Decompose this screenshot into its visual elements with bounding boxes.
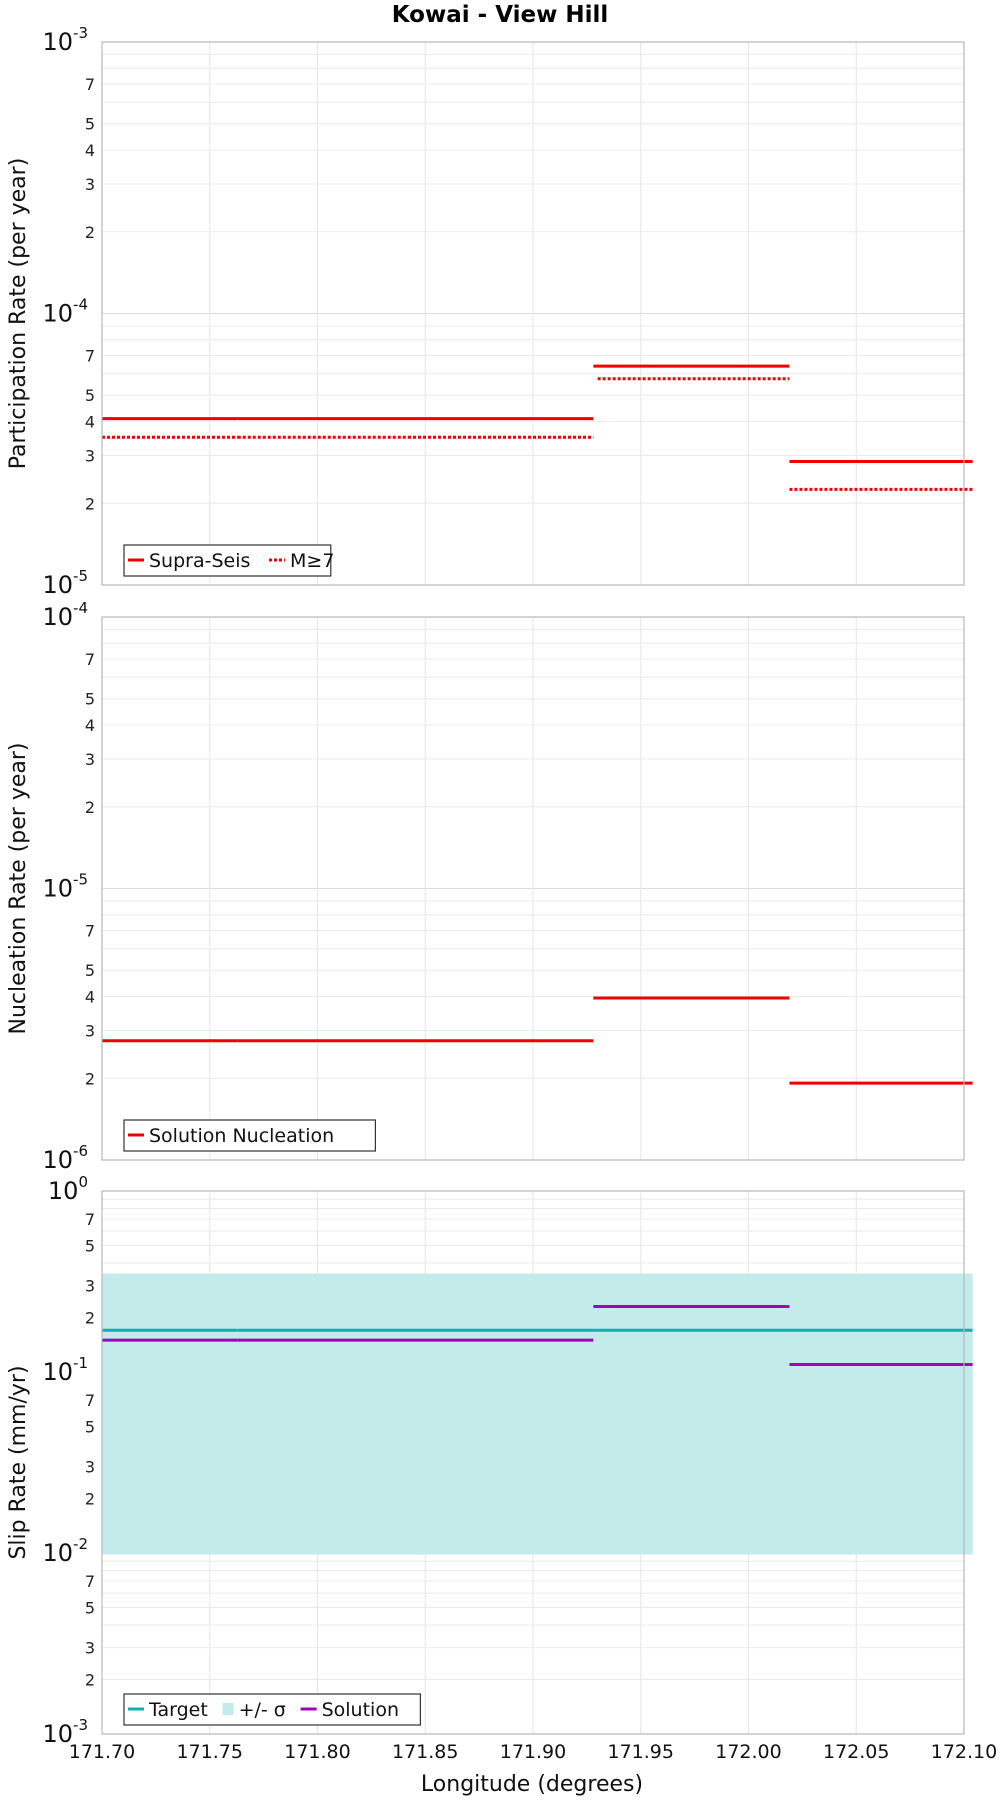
y-tick-decade: 10-2 — [42, 1535, 88, 1567]
y-tick-label: 3 — [85, 175, 95, 194]
y-tick-label: 5 — [85, 1236, 95, 1255]
y-tick-label: 7 — [85, 1572, 95, 1591]
legend-label: M≥7 — [290, 550, 334, 572]
plot-frame — [101, 616, 965, 1161]
legend-label: Target — [148, 1699, 208, 1721]
x-tick-label: 171.80 — [284, 1741, 350, 1763]
y-tick-label: 2 — [85, 1671, 95, 1690]
y-tick-label: 3 — [85, 1458, 95, 1477]
legend-box — [123, 1119, 376, 1152]
y-axis-label: Participation Rate (per year) — [6, 158, 31, 470]
legend-label: Solution Nucleation — [149, 1125, 334, 1147]
y-tick-label: 2 — [85, 1069, 95, 1088]
y-tick-decade: 10-3 — [42, 1716, 88, 1748]
legend: Supra-Seis M≥7 — [123, 544, 334, 577]
plot-frame — [101, 41, 965, 586]
legend-label: Solution — [322, 1699, 399, 1721]
y-tick-decade: 10-1 — [42, 1354, 88, 1386]
y-tick-decade: 100 — [48, 1173, 88, 1205]
y-tick-label: 2 — [85, 494, 95, 513]
legend-label: Supra-Seis — [149, 550, 250, 572]
legend-label: +/- σ — [239, 1699, 286, 1721]
y-tick-label: 7 — [85, 1210, 95, 1229]
y-tick-label: 3 — [85, 750, 95, 769]
y-tick-label: 7 — [85, 75, 95, 94]
y-axis-label: Nucleation Rate (per year) — [6, 743, 31, 1035]
plots: 10-5 2 3 4 5 7 10-4 2 3 4 5 7 10-3 Participation Rate… — [6, 24, 997, 1763]
y-tick-label: 3 — [85, 1639, 95, 1658]
y-tick-label: 5 — [85, 1598, 95, 1617]
y-tick-label: 4 — [85, 413, 95, 432]
panel-2: 10-6 2 3 4 5 7 10-5 2 3 4 5 7 10-4 Nucleation Rate (p… — [6, 599, 973, 1174]
y-tick-decade: 10-4 — [42, 296, 88, 328]
y-tick-label: 5 — [85, 690, 95, 709]
x-tick-label: 172.10 — [931, 1741, 997, 1763]
chart-title: Kowai - View Hill — [392, 2, 608, 28]
x-tick-label: 171.90 — [500, 1741, 566, 1763]
y-tick-label: 4 — [85, 988, 95, 1007]
y-tick-label: 3 — [85, 1021, 95, 1040]
y-tick-decade: 10-6 — [42, 1142, 88, 1174]
y-tick-label: 2 — [85, 1309, 95, 1328]
y-tick-label: 3 — [85, 1277, 95, 1296]
x-tick-label: 172.00 — [715, 1741, 781, 1763]
y-tick-label: 7 — [85, 347, 95, 366]
y-tick-label: 5 — [85, 386, 95, 405]
y-tick-decade: 10-5 — [42, 567, 88, 599]
y-tick-label: 2 — [85, 1490, 95, 1509]
y-tick-decade: 10-3 — [42, 24, 88, 56]
y-tick-label: 3 — [85, 446, 95, 465]
y-tick-label: 7 — [85, 922, 95, 941]
x-tick-label: 171.70 — [69, 1741, 135, 1763]
legend-box — [123, 1693, 421, 1726]
y-tick-label: 4 — [85, 716, 95, 735]
legend: Target +/- σ Solution — [123, 1693, 421, 1726]
y-tick-decade: 10-5 — [42, 871, 88, 903]
legend: Solution Nucleation — [123, 1119, 376, 1152]
y-tick-label: 7 — [85, 1391, 95, 1410]
y-tick-label: 5 — [85, 115, 95, 134]
x-tick-label: 171.85 — [392, 1741, 458, 1763]
x-tick-label: 171.95 — [608, 1741, 674, 1763]
y-tick-label: 2 — [85, 223, 95, 242]
x-tick-label: 171.75 — [177, 1741, 243, 1763]
y-tick-decade: 10-4 — [42, 599, 88, 631]
y-tick-label: 7 — [85, 650, 95, 669]
x-tick-label: 172.05 — [823, 1741, 889, 1763]
panel-3: 10-3 2 3 5 7 10-2 2 3 5 7 10-1 2 3 5 7 100 Slip Rate (mm… — [6, 1173, 973, 1748]
legend-box — [123, 544, 332, 577]
plot-frame — [101, 1190, 965, 1735]
y-tick-label: 5 — [85, 961, 95, 980]
x-axis-label: Longitude (degrees) — [421, 1772, 643, 1797]
y-tick-label: 2 — [85, 798, 95, 817]
y-axis-label: Slip Rate (mm/yr) — [6, 1365, 31, 1559]
legend-swatch — [222, 1703, 234, 1715]
panel-1: 10-5 2 3 4 5 7 10-4 2 3 4 5 7 10-3 Participation Rate… — [6, 24, 973, 599]
y-tick-label: 5 — [85, 1417, 95, 1436]
y-tick-label: 4 — [85, 141, 95, 160]
sigma-band — [102, 1273, 973, 1555]
